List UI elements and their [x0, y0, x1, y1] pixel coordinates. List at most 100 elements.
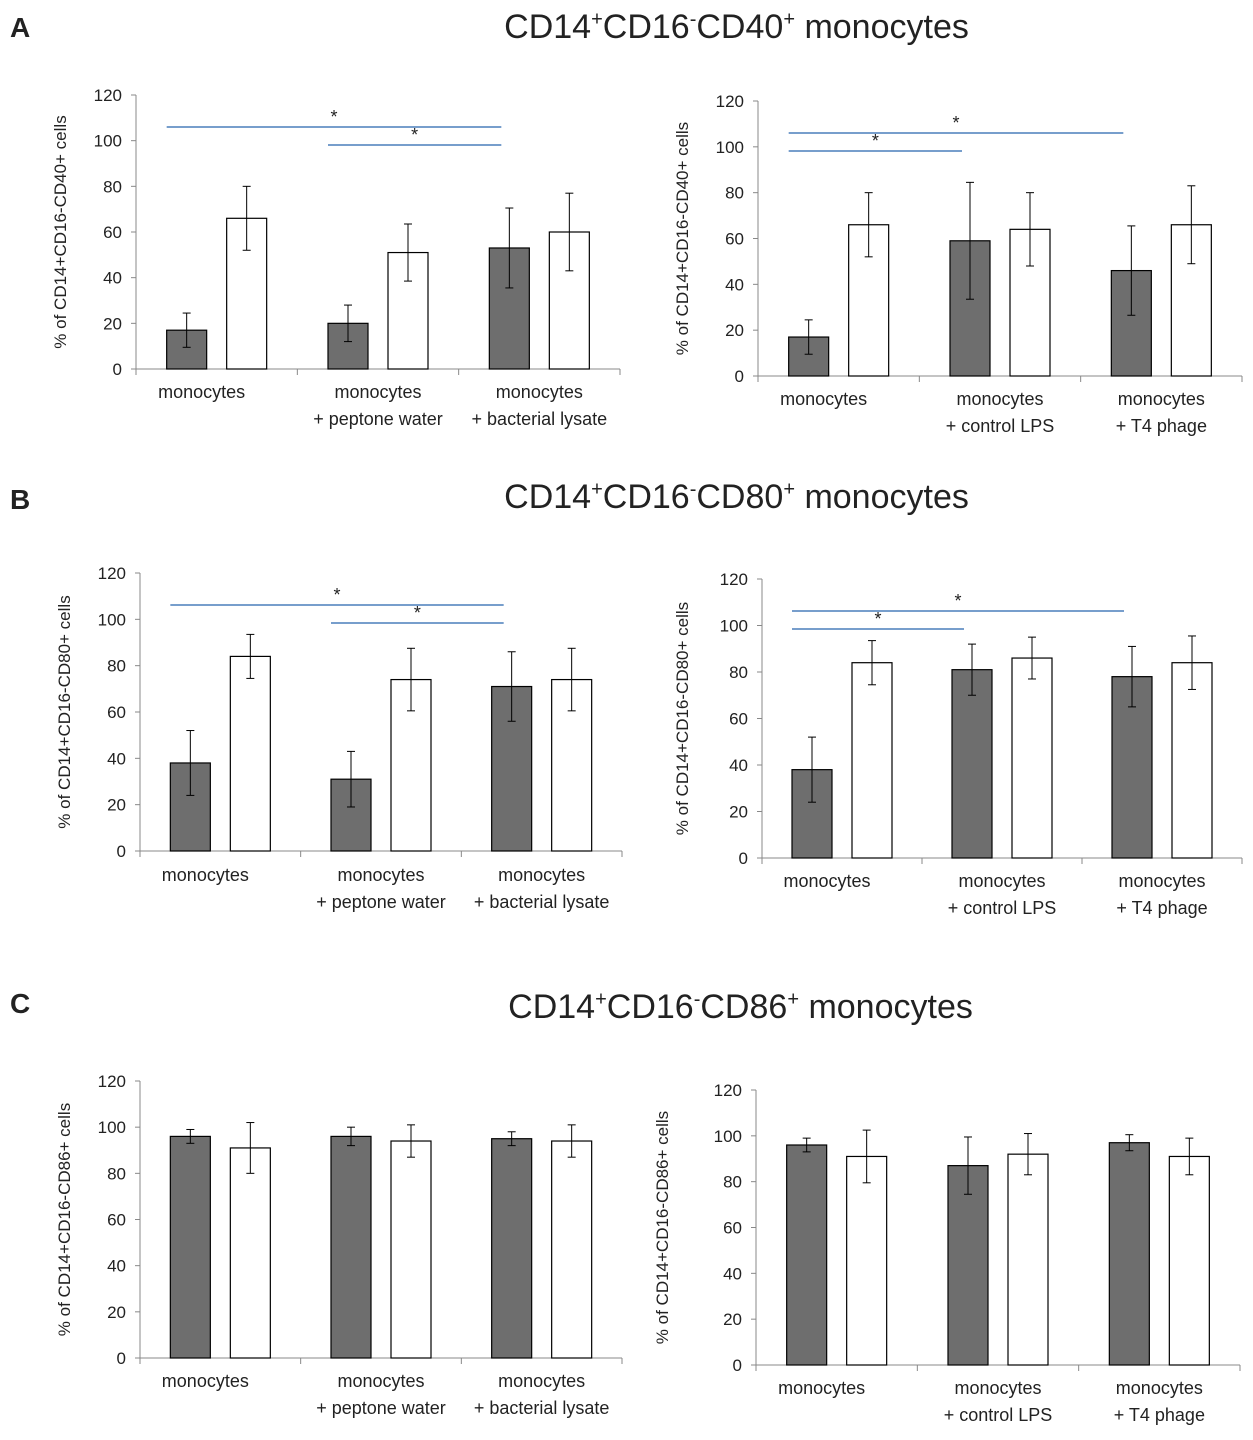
chart-A-left: 0 20 40 60 80 100 120 % of CD14+CD16-CD40+ cell…	[51, 86, 621, 429]
chart-A-right: 0 20 40 60 80 100 120 % of CD14+CD16-CD40+ cell…	[673, 92, 1243, 436]
y-axis-label: % of CD14+CD16-CD86+ cells	[55, 1103, 74, 1336]
category-label: + bacterial lysate	[474, 1398, 610, 1418]
y-tick-label: 100	[94, 132, 122, 151]
y-tick-label: 40	[725, 275, 744, 294]
category-label: + T4 phage	[1116, 416, 1207, 436]
bar-filled	[330, 1135, 372, 1359]
y-tick-label: 80	[729, 663, 748, 682]
significance-star: *	[330, 107, 337, 127]
category-label: monocytes	[778, 1378, 865, 1398]
y-tick-label: 40	[107, 1257, 126, 1276]
category-label: monocytes	[498, 1371, 585, 1391]
category-label: monocytes	[162, 1371, 249, 1391]
y-tick-label: 20	[103, 314, 122, 333]
category-label: monocytes	[337, 1371, 424, 1391]
category-label: + peptone water	[313, 409, 443, 429]
y-tick-label: 40	[103, 269, 122, 288]
y-tick-label: 60	[107, 703, 126, 722]
y-tick-label: 120	[98, 564, 126, 583]
panel-title-a: CD14+CD16-CD40+ monocytes	[504, 8, 969, 46]
y-tick-label: 80	[723, 1173, 742, 1192]
y-tick-label: 0	[739, 849, 748, 868]
bar-open	[229, 1147, 271, 1359]
bar-open	[390, 1140, 432, 1359]
y-tick-label: 0	[117, 842, 126, 861]
bar-filled	[1110, 269, 1152, 377]
significance-star: *	[333, 585, 340, 605]
category-label: + control LPS	[948, 898, 1057, 918]
y-axis-label: % of CD14+CD16-CD40+ cells	[51, 115, 70, 348]
category-label: monocytes	[954, 1378, 1041, 1398]
y-tick-label: 60	[107, 1211, 126, 1230]
y-tick-label: 80	[107, 657, 126, 676]
y-tick-label: 0	[117, 1349, 126, 1368]
category-label: + T4 phage	[1114, 1405, 1205, 1425]
category-label: + control LPS	[946, 416, 1055, 436]
bar-open	[1168, 1155, 1210, 1366]
bar-filled	[1108, 1142, 1150, 1366]
category-label: monocytes	[162, 865, 249, 885]
y-tick-label: 100	[98, 1118, 126, 1137]
bar-filled	[947, 1165, 989, 1366]
bar-filled	[169, 1135, 211, 1359]
y-axis-label: % of CD14+CD16-CD80+ cells	[673, 602, 692, 835]
chart-B-left: 0 20 40 60 80 100 120 % of CD14+CD16-CD80+ cell…	[55, 564, 623, 912]
panel-letter-c: C	[10, 988, 31, 1019]
chart-C-left: 0 20 40 60 80 100 120 % of CD14+CD16-CD86+ cell…	[55, 1072, 623, 1418]
significance-star: *	[952, 113, 959, 133]
y-tick-label: 100	[716, 138, 744, 157]
y-tick-label: 80	[725, 184, 744, 203]
category-label: monocytes	[337, 865, 424, 885]
bar-open	[1007, 1153, 1049, 1366]
panel-letter-b: B	[10, 484, 31, 515]
bar-open	[229, 655, 271, 852]
y-tick-label: 80	[107, 1164, 126, 1183]
category-label: monocytes	[783, 871, 870, 891]
y-tick-label: 20	[723, 1310, 742, 1329]
y-tick-label: 20	[107, 796, 126, 815]
category-label: + bacterial lysate	[472, 409, 608, 429]
y-tick-label: 120	[714, 1081, 742, 1100]
bar-filled	[491, 1138, 533, 1359]
y-tick-label: 80	[103, 177, 122, 196]
y-tick-label: 60	[729, 710, 748, 729]
significance-star: *	[874, 609, 881, 629]
bar-open	[551, 1140, 593, 1359]
chart-C-right: 0 20 40 60 80 100 120 % of CD14+CD16-CD86+ cell…	[653, 1081, 1241, 1425]
y-tick-label: 120	[716, 92, 744, 111]
y-tick-label: 40	[729, 756, 748, 775]
category-label: + control LPS	[944, 1405, 1053, 1425]
panel-title-c: CD14+CD16-CD86+ monocytes	[508, 988, 973, 1026]
y-tick-label: 120	[98, 1072, 126, 1091]
y-tick-label: 60	[723, 1219, 742, 1238]
category-label: monocytes	[1118, 389, 1205, 409]
significance-star: *	[954, 591, 961, 611]
y-tick-label: 60	[103, 223, 122, 242]
y-tick-label: 100	[720, 617, 748, 636]
bar-open	[846, 1155, 888, 1366]
y-tick-label: 100	[714, 1127, 742, 1146]
bar-filled	[786, 1144, 828, 1366]
y-tick-label: 40	[107, 749, 126, 768]
significance-star: *	[872, 131, 879, 151]
y-axis-label: % of CD14+CD16-CD80+ cells	[55, 595, 74, 828]
bar-open	[1011, 657, 1053, 859]
y-axis-label: % of CD14+CD16-CD86+ cells	[653, 1111, 672, 1344]
y-tick-label: 100	[98, 610, 126, 629]
y-tick-label: 0	[735, 367, 744, 386]
category-label: monocytes	[158, 382, 245, 402]
y-tick-label: 20	[107, 1303, 126, 1322]
category-label: + T4 phage	[1116, 898, 1207, 918]
bar-open	[851, 662, 893, 859]
y-tick-label: 120	[720, 570, 748, 589]
significance-star: *	[411, 125, 418, 145]
panel-letter-a: A	[10, 12, 31, 43]
significance-star: *	[414, 603, 421, 623]
category-label: monocytes	[780, 389, 867, 409]
bar-open	[1171, 662, 1213, 859]
panel-title-b: CD14+CD16-CD80+ monocytes	[504, 478, 969, 516]
y-tick-label: 120	[94, 86, 122, 105]
category-label: monocytes	[956, 389, 1043, 409]
category-label: monocytes	[496, 382, 583, 402]
